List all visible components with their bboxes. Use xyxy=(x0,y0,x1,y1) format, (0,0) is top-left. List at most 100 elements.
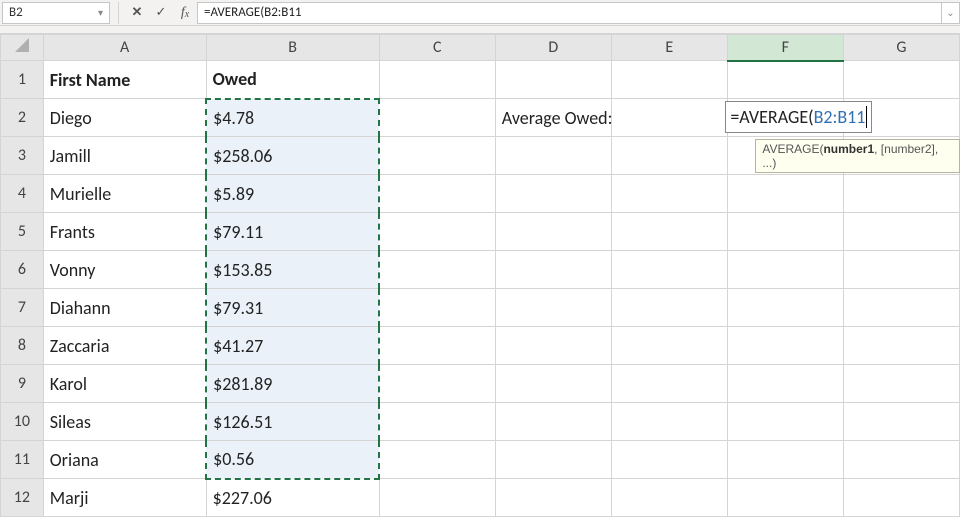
cell-f5[interactable] xyxy=(727,213,843,251)
cell-b9[interactable]: $281.89 xyxy=(206,365,379,403)
cell-c9[interactable] xyxy=(379,365,495,403)
col-header-a[interactable]: A xyxy=(43,35,206,61)
cell-e5[interactable] xyxy=(611,213,727,251)
cell-b3[interactable]: $258.06 xyxy=(206,137,379,175)
cell-d12[interactable] xyxy=(495,479,611,517)
cell-c4[interactable] xyxy=(379,175,495,213)
cell-c6[interactable] xyxy=(379,251,495,289)
row-header-9[interactable]: 9 xyxy=(1,365,44,403)
cell-c11[interactable] xyxy=(379,441,495,479)
cell-a5[interactable]: Frants xyxy=(43,213,206,251)
cell-c1[interactable] xyxy=(379,61,495,99)
cell-a6[interactable]: Vonny xyxy=(43,251,206,289)
cell-g4[interactable] xyxy=(843,175,959,213)
cell-c7[interactable] xyxy=(379,289,495,327)
cell-e4[interactable] xyxy=(611,175,727,213)
cell-a1[interactable]: First Name xyxy=(43,61,206,99)
cell-e9[interactable] xyxy=(611,365,727,403)
col-header-f[interactable]: F xyxy=(727,35,843,61)
cell-d2[interactable]: Average Owed: xyxy=(495,99,611,137)
col-header-c[interactable]: C xyxy=(379,35,495,61)
cell-a8[interactable]: Zaccaria xyxy=(43,327,206,365)
cell-b5[interactable]: $79.11 xyxy=(206,213,379,251)
row-header-11[interactable]: 11 xyxy=(1,441,44,479)
cell-a10[interactable]: Sileas xyxy=(43,403,206,441)
cell-g1[interactable] xyxy=(843,61,959,99)
cell-d10[interactable] xyxy=(495,403,611,441)
cell-e11[interactable] xyxy=(611,441,727,479)
cell-f1[interactable] xyxy=(727,61,843,99)
cell-e10[interactable] xyxy=(611,403,727,441)
cell-f8[interactable] xyxy=(727,327,843,365)
row-header-10[interactable]: 10 xyxy=(1,403,44,441)
cell-g10[interactable] xyxy=(843,403,959,441)
cell-e3[interactable] xyxy=(611,137,727,175)
cell-c10[interactable] xyxy=(379,403,495,441)
col-header-e[interactable]: E xyxy=(611,35,727,61)
cell-e6[interactable] xyxy=(611,251,727,289)
cell-d9[interactable] xyxy=(495,365,611,403)
cancel-icon[interactable]: ✕ xyxy=(125,2,149,24)
cell-a12[interactable]: Marji xyxy=(43,479,206,517)
row-header-6[interactable]: 6 xyxy=(1,251,44,289)
cell-g11[interactable] xyxy=(843,441,959,479)
formula-input[interactable]: =AVERAGE(B2:B11 xyxy=(197,2,942,24)
cell-c8[interactable] xyxy=(379,327,495,365)
cell-b10[interactable]: $126.51 xyxy=(206,403,379,441)
cell-a7[interactable]: Diahann xyxy=(43,289,206,327)
cell-a4[interactable]: Murielle xyxy=(43,175,206,213)
cell-d1[interactable] xyxy=(495,61,611,99)
col-header-d[interactable]: D xyxy=(495,35,611,61)
cell-d5[interactable] xyxy=(495,213,611,251)
cell-c3[interactable] xyxy=(379,137,495,175)
cell-d11[interactable] xyxy=(495,441,611,479)
cell-f6[interactable] xyxy=(727,251,843,289)
cell-f9[interactable] xyxy=(727,365,843,403)
cell-c12[interactable] xyxy=(379,479,495,517)
cell-b6[interactable]: $153.85 xyxy=(206,251,379,289)
cell-c5[interactable] xyxy=(379,213,495,251)
cell-e7[interactable] xyxy=(611,289,727,327)
chevron-down-icon[interactable]: ▾ xyxy=(98,6,103,19)
col-header-g[interactable]: G xyxy=(843,35,959,61)
cell-g5[interactable] xyxy=(843,213,959,251)
cell-a3[interactable]: Jamill xyxy=(43,137,206,175)
cell-e1[interactable] xyxy=(611,61,727,99)
cell-b11[interactable]: $0.56 xyxy=(206,441,379,479)
cell-b4[interactable]: $5.89 xyxy=(206,175,379,213)
cell-d3[interactable] xyxy=(495,137,611,175)
name-box[interactable]: B2 ▾ xyxy=(2,2,110,24)
cell-g7[interactable] xyxy=(843,289,959,327)
select-all-corner[interactable] xyxy=(1,35,44,61)
cell-g8[interactable] xyxy=(843,327,959,365)
cell-b7[interactable]: $79.31 xyxy=(206,289,379,327)
row-header-12[interactable]: 12 xyxy=(1,479,44,517)
cell-d8[interactable] xyxy=(495,327,611,365)
row-header-5[interactable]: 5 xyxy=(1,213,44,251)
cell-b2[interactable]: $4.78 xyxy=(206,99,379,137)
cell-a2[interactable]: Diego xyxy=(43,99,206,137)
cell-d6[interactable] xyxy=(495,251,611,289)
fx-icon[interactable]: fx xyxy=(173,2,197,24)
cell-a9[interactable]: Karol xyxy=(43,365,206,403)
row-header-4[interactable]: 4 xyxy=(1,175,44,213)
cell-a11[interactable]: Oriana xyxy=(43,441,206,479)
cell-e12[interactable] xyxy=(611,479,727,517)
in-cell-formula-editor[interactable]: =AVERAGE(B2:B11 xyxy=(725,101,872,133)
cell-c2[interactable] xyxy=(379,99,495,137)
cell-b1[interactable]: Owed xyxy=(206,61,379,99)
cell-b12[interactable]: $227.06 xyxy=(206,479,379,517)
cell-e8[interactable] xyxy=(611,327,727,365)
cell-g6[interactable] xyxy=(843,251,959,289)
row-header-7[interactable]: 7 xyxy=(1,289,44,327)
cell-f10[interactable] xyxy=(727,403,843,441)
cell-f11[interactable] xyxy=(727,441,843,479)
cell-f7[interactable] xyxy=(727,289,843,327)
row-header-8[interactable]: 8 xyxy=(1,327,44,365)
expand-formula-bar-icon[interactable]: ⌄ xyxy=(942,2,960,24)
row-header-2[interactable]: 2 xyxy=(1,99,44,137)
cell-g9[interactable] xyxy=(843,365,959,403)
col-header-b[interactable]: B xyxy=(206,35,379,61)
cell-b8[interactable]: $41.27 xyxy=(206,327,379,365)
row-header-3[interactable]: 3 xyxy=(1,137,44,175)
